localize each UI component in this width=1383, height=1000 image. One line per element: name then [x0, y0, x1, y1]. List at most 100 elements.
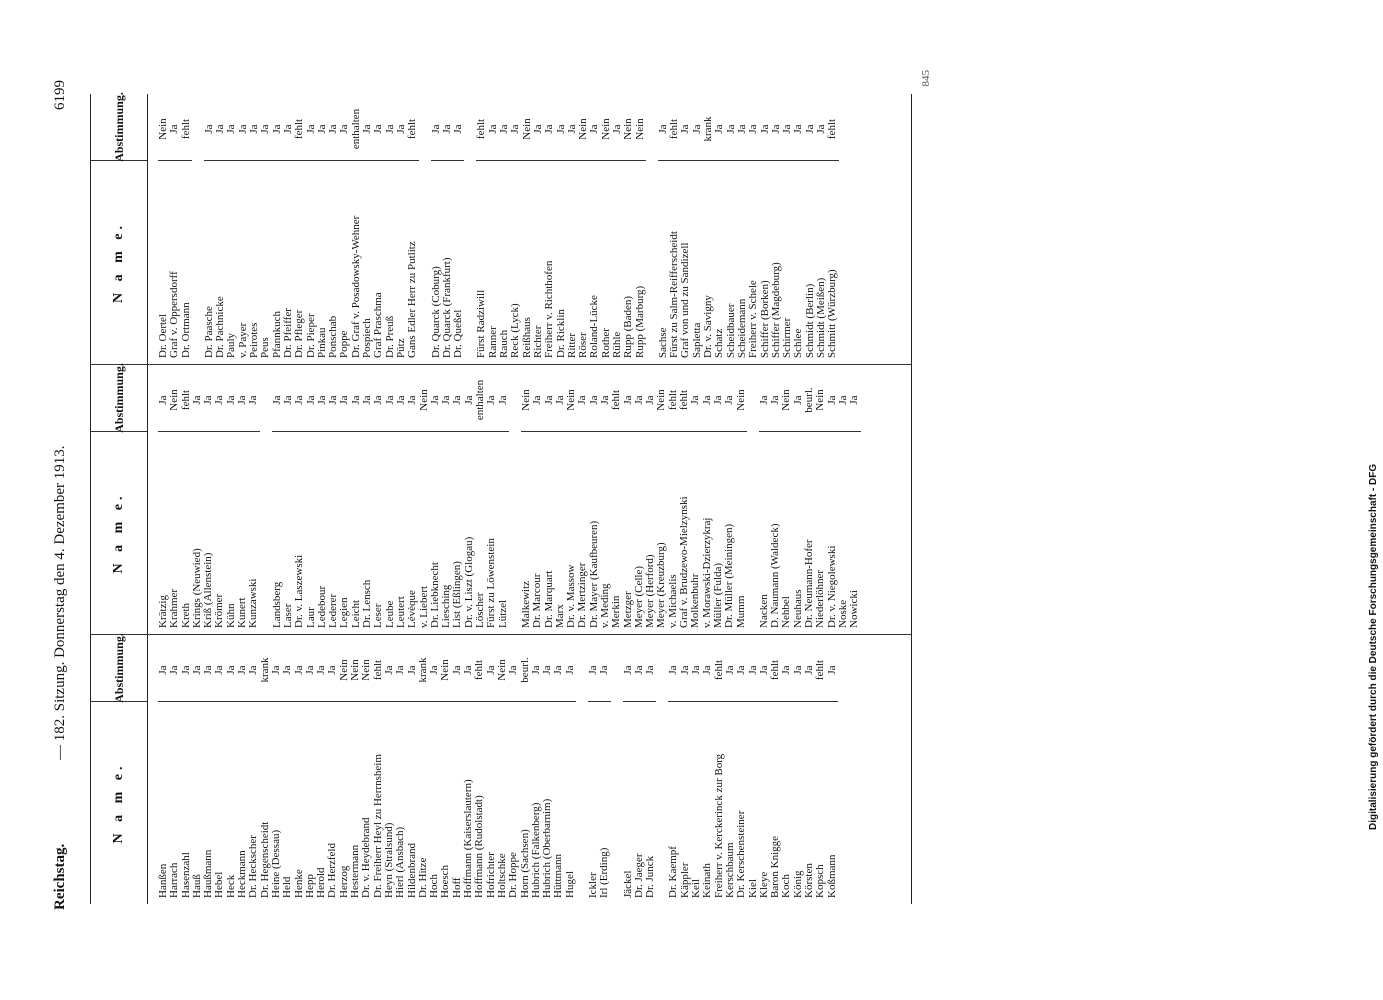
- member-name: Dr. v. Liszt (Glogau): [463, 536, 475, 628]
- member-name: Krahmer: [169, 588, 181, 628]
- member-name: Meyer (Kreuzburg): [656, 542, 668, 628]
- member-row: Schlee Ja: [792, 98, 805, 358]
- member-name: List (Eßlingen): [452, 561, 464, 628]
- member-name: Dr. Hegenscheidt: [259, 821, 271, 898]
- member-name: Reck (Lyck): [510, 303, 522, 358]
- member-row: Dr. v. Savigny krank: [702, 98, 715, 358]
- member-name: Hugel: [564, 871, 576, 898]
- member-row: Dr. Quarck (Frankfurt) Ja: [441, 98, 454, 359]
- member-name: Kunert: [237, 597, 249, 628]
- member-name: Schmitt (Würzburg): [827, 269, 839, 358]
- member-row: Dr. Hegenscheidt krank: [259, 639, 271, 898]
- member-name: Dr. v. Heydebrand: [361, 817, 373, 898]
- member-name: Dr. Preuß: [384, 315, 396, 358]
- member-name: Leube: [384, 600, 396, 628]
- member-row: Lederer Ja: [327, 369, 340, 628]
- member-row: Gans Edler Herr zu Putlitz fehlt: [406, 98, 419, 358]
- member-row: Leser Ja: [372, 369, 385, 628]
- member-name: Freiherr v. Kerckerinck zur Borg: [713, 753, 725, 898]
- letter-block: Dr. Kaempf Ja Käppler Ja Keil Ja Keinath Ja Frei…: [667, 639, 838, 898]
- member-name: Dr. Marcour: [532, 573, 544, 628]
- letter-block: Krätzig Ja Krahmer Nein Kreth fehlt Krings (Ne…: [157, 369, 260, 628]
- member-row: Reißhaus Nein: [521, 98, 533, 358]
- table-column: N a m e. Abstimmung. Hanßen Ja Harrach Ja Hase…: [91, 633, 911, 904]
- member-row: Röser Nein: [577, 98, 590, 358]
- member-row: v. Liebert Nein: [418, 369, 430, 628]
- vote-table: N a m e. Abstimmung. Hanßen Ja Harrach Ja Hase…: [90, 92, 912, 904]
- member-name: Hoch: [429, 874, 441, 898]
- member-row: Kühn Ja: [225, 369, 238, 628]
- member-name: Dr. Junck: [645, 855, 657, 898]
- member-name: Keil: [691, 879, 703, 898]
- member-row: Dr. Marcour Ja: [531, 369, 544, 628]
- member-name: Hildenbrand: [406, 843, 418, 898]
- member-name: Fürst Radziwill: [476, 289, 488, 358]
- member-row: Kunert Ja: [236, 369, 249, 628]
- member-row: Dr. Pieper Ja: [305, 98, 317, 358]
- member-name: Haußmann: [203, 849, 215, 898]
- letter-block: Dr. Oertel Nein Graf v. Oppersdorff Ja Dr. O…: [157, 98, 192, 358]
- member-row: Fürst Radziwill fehlt: [475, 98, 488, 358]
- member-name: Nacken: [758, 594, 770, 628]
- vote: Nein: [634, 98, 646, 161]
- member-name: Hubrich (Falkenberg): [530, 802, 542, 898]
- vote: Ja: [723, 369, 736, 432]
- member-name: Leser: [373, 603, 385, 628]
- member-name: Dr. Kaempf: [668, 846, 680, 898]
- member-row: Müller (Fulda) Ja: [712, 369, 725, 628]
- member-row: Leicht Ja: [350, 369, 363, 628]
- member-name: Röser: [578, 332, 590, 358]
- member-row: Heine (Dessau) Ja: [270, 639, 283, 898]
- member-name: Richter: [532, 325, 544, 358]
- sheet-number: 845: [920, 70, 932, 87]
- table-column: N a m e. Abstimmung. Dr. Oertel Nein Graf v.…: [91, 92, 911, 364]
- vote-heading: Abstimmung.: [111, 92, 126, 162]
- member-name: Hebel: [214, 871, 226, 898]
- member-row: Henke Ja: [293, 639, 305, 898]
- member-name: Lützel: [497, 599, 509, 628]
- member-name: Dr. Müller (Meiningen): [724, 523, 736, 628]
- member-row: Ickler Ja: [587, 639, 600, 898]
- member-row: Ponschab Ja: [327, 98, 340, 358]
- member-row: Reck (Lyck) Ja: [509, 98, 522, 358]
- member-name: Leutert: [395, 596, 407, 628]
- member-name: Dr. v. Laszewski: [294, 554, 306, 628]
- member-row: Leube Ja: [384, 369, 396, 628]
- member-name: Molkenbuhr: [690, 573, 702, 628]
- member-name: Kopsch: [815, 864, 827, 898]
- member-name: Gans Edler Herr zu Putlitz: [407, 241, 419, 358]
- member-row: Hepp Ja: [304, 639, 317, 898]
- member-row: Krahmer Nein: [168, 369, 181, 628]
- member-name: Heck: [225, 874, 237, 898]
- member-name: Käppler: [679, 862, 691, 898]
- letter-block: Sachse Ja Fürst zu Salm-Reifferscheidt fehl…: [657, 98, 839, 358]
- member-row: Hebel Ja: [213, 639, 226, 898]
- member-row: Keil Ja: [690, 639, 703, 898]
- member-name: Laser: [282, 603, 294, 628]
- member-row: Dr. Marquart Ja: [543, 369, 555, 628]
- member-name: Ledebour: [316, 585, 328, 628]
- member-name: Dr. v. Massow: [566, 564, 578, 628]
- member-row: Käppler Ja: [679, 639, 692, 898]
- member-row: Schiffer (Borken) Ja: [759, 98, 771, 358]
- member-name: Peirotes: [249, 322, 261, 358]
- member-name: Marx: [554, 604, 566, 628]
- member-row: Koßmann Ja: [826, 639, 838, 898]
- member-name: Krings (Neuwied): [191, 548, 203, 628]
- member-name: Schiffer (Borken): [759, 280, 771, 358]
- member-name: Dr. Ricklin: [555, 309, 567, 358]
- member-row: Hubrich (Falkenberg) Ja: [530, 639, 543, 898]
- vote: Ja: [281, 639, 294, 702]
- member-name: Koßmann: [826, 854, 838, 898]
- member-name: Ranner: [487, 326, 499, 358]
- member-row: Koch Ja: [780, 639, 793, 898]
- member-row: Graf von und zu Sandizell Ja: [679, 98, 692, 358]
- member-name: Dr. Liebknecht: [429, 562, 441, 628]
- member-row: Dr. Hoppe Ja: [507, 639, 520, 898]
- member-name: Freiherr v. Richthofen: [544, 260, 556, 358]
- member-row: Malkewitz Nein: [520, 369, 533, 628]
- member-name: Keinath: [702, 863, 714, 898]
- member-name: Dr. Quarck (Frankfurt): [441, 257, 453, 359]
- member-name: Hanßen: [158, 863, 169, 898]
